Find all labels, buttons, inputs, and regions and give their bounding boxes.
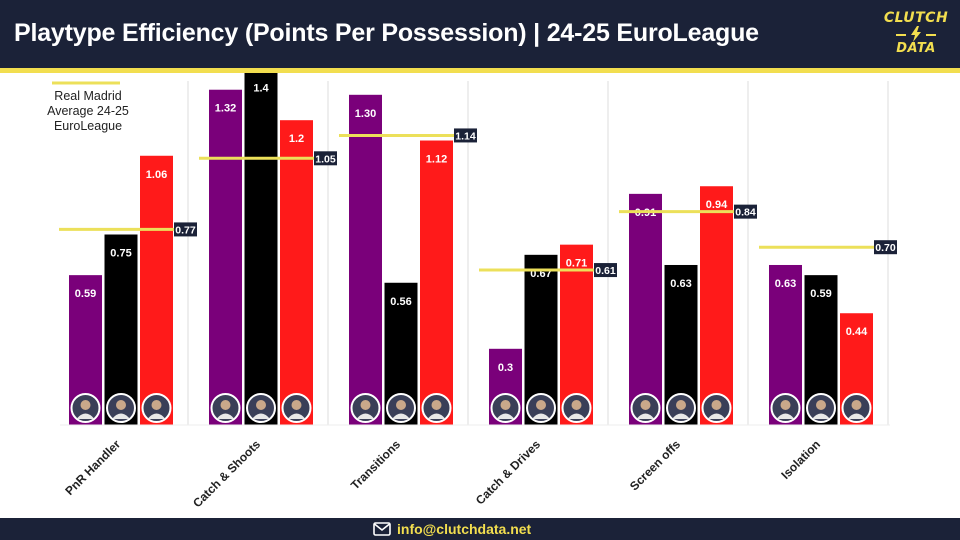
average-value-box [314,151,337,166]
playtype-bar-chart: 0.59 0.75 1.06 0.77 PnR Handler 1.32 1.4 1.2 1.0… [52,73,897,510]
bar-value-label: 1.2 [289,133,304,145]
category-tick-label: Catch & Shoots [190,437,263,510]
email-icon [373,522,391,536]
bar-value-label: 1.4 [253,82,269,94]
clutch-data-logo: CLUTCH DATA [876,4,956,64]
average-value-label: 0.77 [175,224,196,236]
player-avatar-body [672,413,690,419]
player-avatar-body [287,413,306,419]
header-bar: Playtype Efficiency (Points Per Possessi… [0,0,960,68]
footer-email[interactable]: info@clutchdata.net [397,521,532,537]
player-avatar-head [256,400,266,410]
player-avatar-body [496,413,515,419]
bar-value-label: 0.59 [810,288,831,300]
header-accent-stripe [0,68,960,73]
player-avatar-body [252,413,270,419]
player-avatar-body [776,413,795,419]
player-avatar-body [76,413,95,419]
bar-value-label: 1.30 [355,108,376,120]
player-avatar-head [431,400,442,410]
bar [420,140,453,425]
average-value-box [454,128,477,143]
bar [140,155,173,425]
logo-word-top: CLUTCH [883,10,949,26]
bar-value-label: 1.12 [426,154,447,166]
player-avatar-head [220,400,231,410]
average-value-label: 1.14 [455,130,476,142]
player-avatar-head [711,400,722,410]
bar-value-label: 0.59 [75,288,96,300]
player-avatar-body [532,413,550,419]
player-avatar-head [396,400,406,410]
bar-value-label: 1.32 [215,103,236,115]
logo-dash-left [896,34,906,36]
player-avatar-body [216,413,235,419]
average-value-label: 1.05 [315,153,336,165]
page-title: Playtype Efficiency (Points Per Possessi… [14,19,759,47]
bar [280,120,313,425]
bar-value-label: 0.44 [846,326,868,338]
footer-contact: info@clutchdata.net [373,521,531,537]
player-avatar-body [567,413,586,419]
category-tick-label: PnR Handler [62,437,123,498]
bar [244,73,278,426]
player-avatar-head [676,400,686,410]
average-value-box [594,263,617,278]
bar [209,89,242,425]
average-value-box [174,222,197,237]
logo-dash-right [926,34,936,36]
average-value-label: 0.61 [595,265,616,277]
player-avatar-head [816,400,826,410]
bar [700,186,733,425]
player-avatar-body [707,413,726,419]
lightning-icon [911,26,921,42]
average-value-box [874,240,897,255]
player-avatar-body [847,413,866,419]
category-tick-label: Transitions [348,437,403,492]
category-tick-label: Isolation [778,437,823,482]
category-tick-label: Catch & Drives [473,437,543,507]
player-avatar-body [812,413,830,419]
average-value-label: 0.84 [735,207,756,219]
player-avatar-head [640,400,651,410]
footer-bar: info@clutchdata.net [0,518,960,540]
bar-value-label: 0.56 [390,296,411,308]
player-avatar-head [291,400,302,410]
player-avatar-body [112,413,130,419]
player-avatar-head [571,400,582,410]
player-avatar-head [536,400,546,410]
player-avatar-head [500,400,511,410]
player-avatar-body [636,413,655,419]
player-avatar-body [356,413,375,419]
player-avatar-head [80,400,91,410]
category-tick-label: Screen offs [627,437,683,493]
player-avatar-head [360,400,371,410]
bar-value-label: 0.71 [566,258,587,270]
bar-value-label: 0.63 [775,278,796,290]
bar-value-label: 0.63 [670,278,691,290]
player-avatar-body [147,413,166,419]
player-avatar-head [780,400,791,410]
bar-value-label: 0.94 [706,199,728,211]
bar-value-label: 1.06 [146,169,167,181]
player-avatar-head [151,400,162,410]
player-avatar-head [116,400,126,410]
bar [629,193,662,425]
bar-value-label: 0.75 [110,248,131,260]
average-value-label: 0.70 [875,242,896,254]
logo-word-bottom: DATA [896,41,936,56]
player-avatar-body [392,413,410,419]
bar-value-label: 0.3 [498,362,513,374]
legend-average-label: Real Madrid Average 24-25 EuroLeague [47,89,129,133]
average-value-box [734,204,757,219]
bar [349,94,382,426]
player-avatar-body [427,413,446,419]
player-avatar-head [851,400,862,410]
